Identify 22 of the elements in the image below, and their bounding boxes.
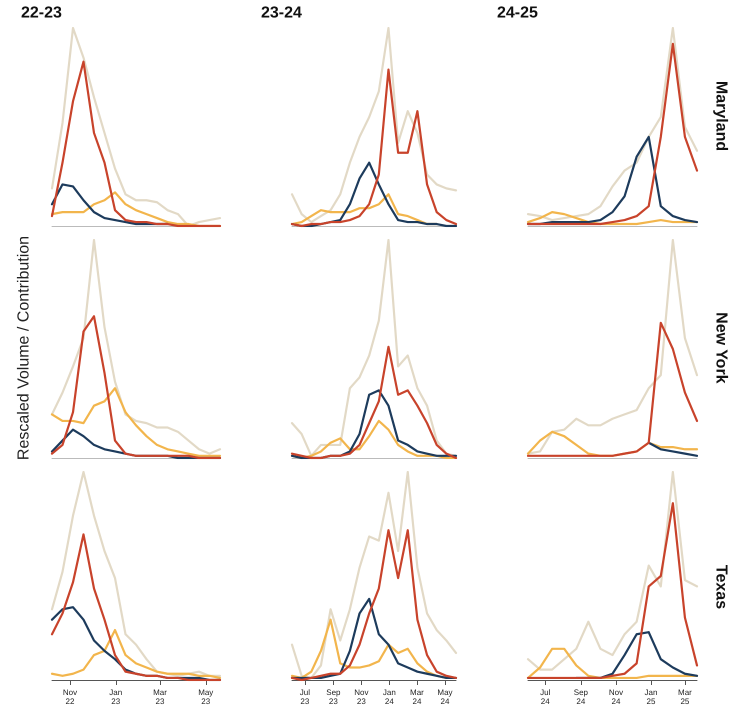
x-tick-label: Sep 24 — [574, 688, 589, 706]
chart-title: 23-24 — [261, 4, 302, 22]
x-tick-label: Mar 24 — [410, 688, 424, 706]
x-tick-label: Nov 22 — [62, 688, 78, 706]
y-axis-title: Rescaled Volume / Contribution — [16, 236, 32, 460]
x-tick-label: Jan 25 — [644, 688, 658, 706]
x-tick-label: Sep 23 — [326, 688, 342, 706]
x-tick-label: Jan 24 — [382, 688, 396, 706]
x-tick-label: Jul 23 — [300, 688, 310, 706]
text: Texas — [712, 564, 730, 610]
x-tick-label: Mar 25 — [678, 688, 692, 706]
x-tick-label: May 23 — [198, 688, 214, 706]
x-tick-label: Mar 23 — [153, 688, 168, 706]
x-tick-label: Nov 23 — [354, 688, 368, 706]
x-tick-label: Jul 24 — [540, 688, 551, 706]
chart-title: 24-25 — [497, 4, 538, 22]
x-tick-label: Jan 23 — [109, 688, 122, 706]
x-tick-label: Nov 24 — [608, 688, 624, 706]
text: Maryland — [712, 80, 730, 152]
chart-title: 22-23 — [21, 4, 62, 22]
text: New York — [712, 312, 730, 384]
x-tick-label: May 24 — [437, 688, 453, 706]
